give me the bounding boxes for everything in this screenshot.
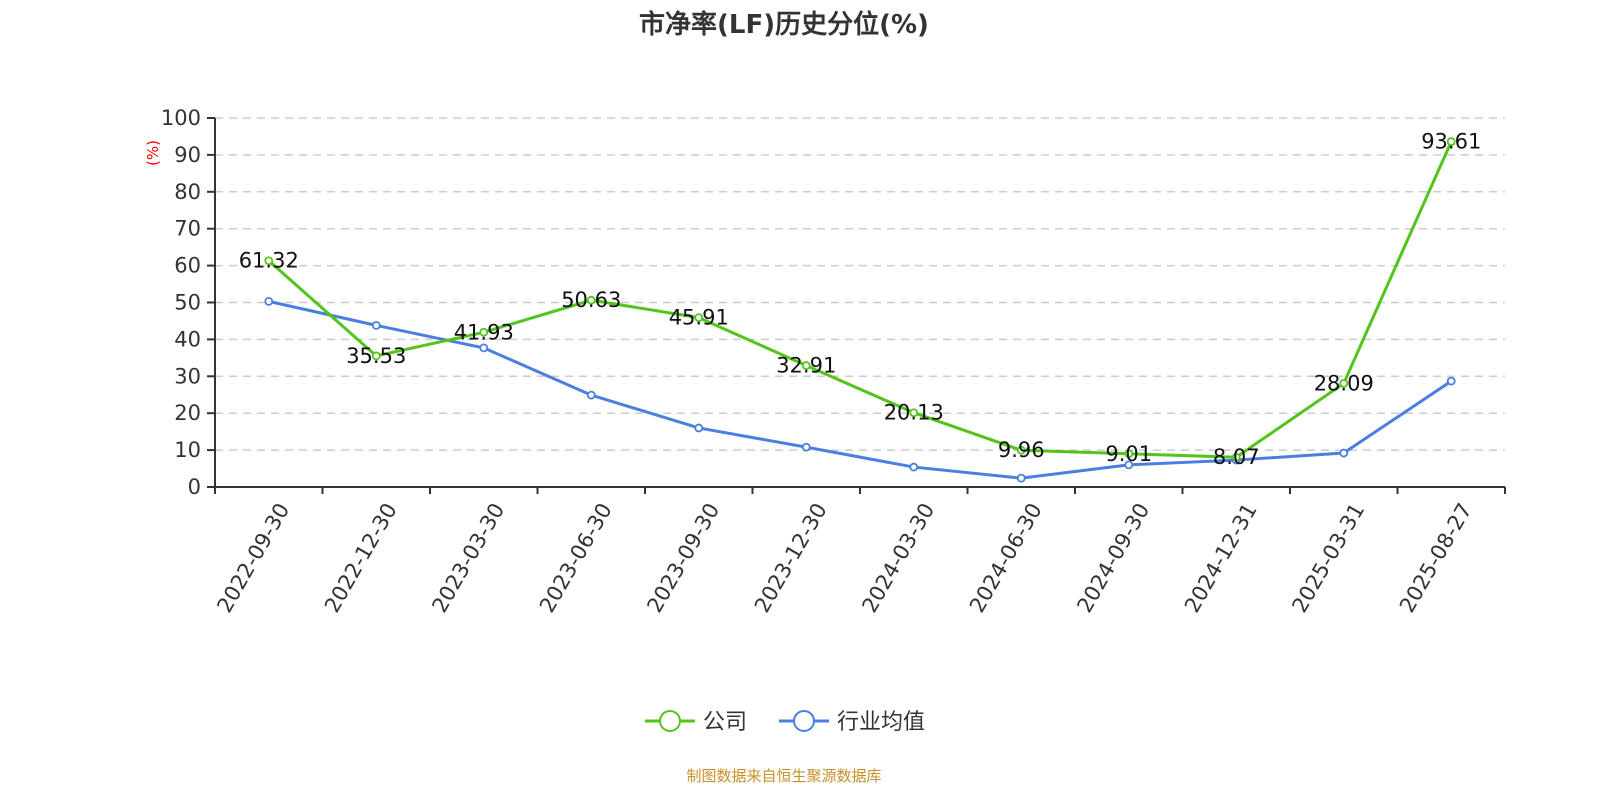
legend-item: 行业均值 xyxy=(779,710,925,735)
x-tick-label: 2024-12-31 xyxy=(1180,499,1262,617)
data-label: 8.07 xyxy=(1213,445,1260,469)
data-label: 41.93 xyxy=(454,320,514,344)
data-point xyxy=(586,295,596,305)
y-tick-label: 10 xyxy=(174,438,201,462)
legend-item: 公司 xyxy=(645,710,747,735)
y-tick-label: 60 xyxy=(174,254,201,278)
y-tick-label: 40 xyxy=(174,327,201,351)
data-point xyxy=(801,361,811,370)
y-tick-label: 70 xyxy=(174,217,201,241)
data-point xyxy=(1016,445,1026,455)
data-point xyxy=(1339,378,1349,388)
data-point xyxy=(1124,460,1134,470)
x-tick-label: 2024-09-30 xyxy=(1072,499,1154,617)
data-point xyxy=(1446,137,1456,146)
data-point xyxy=(1016,473,1026,483)
data-point xyxy=(586,390,596,400)
legend-label: 公司 xyxy=(703,710,747,735)
y-tick-label: 90 xyxy=(174,143,201,167)
y-tick-label: 80 xyxy=(174,180,201,204)
data-point xyxy=(479,343,489,353)
data-point xyxy=(1339,448,1349,458)
y-tick-label: 50 xyxy=(174,291,201,315)
x-tick-label: 2023-06-30 xyxy=(535,499,617,617)
y-axis-label: (%) xyxy=(144,140,162,166)
x-tick-label: 2023-09-30 xyxy=(642,499,724,617)
x-tick-label: 2024-03-30 xyxy=(857,499,939,617)
data-label: 28.09 xyxy=(1314,371,1374,395)
data-label: 45.91 xyxy=(669,306,729,330)
y-tick-label: 30 xyxy=(174,364,201,388)
x-tick-label: 2023-12-30 xyxy=(750,499,832,617)
y-tick-label: 100 xyxy=(161,106,201,130)
data-label: 93.61 xyxy=(1421,130,1481,154)
x-tick-label: 2025-03-31 xyxy=(1287,499,1369,617)
data-point xyxy=(479,327,489,337)
data-point xyxy=(694,423,704,433)
x-tick-label: 2023-03-30 xyxy=(427,499,509,617)
data-point xyxy=(909,462,919,472)
y-tick-label: 0 xyxy=(188,475,201,499)
series-line xyxy=(267,140,1453,459)
data-label: 32.91 xyxy=(776,354,836,378)
data-point xyxy=(1231,452,1241,462)
footer-source: 制图数据来自恒生聚源数据库 xyxy=(686,767,881,785)
data-label: 20.13 xyxy=(884,401,944,425)
data-point xyxy=(1124,449,1134,459)
series-line xyxy=(268,299,1453,480)
x-tick-label: 2022-09-30 xyxy=(212,499,294,617)
y-tick-label: 20 xyxy=(174,401,201,425)
legend-label: 行业均值 xyxy=(837,710,925,735)
data-point xyxy=(1446,376,1456,386)
data-point xyxy=(371,320,381,330)
data-point xyxy=(801,442,811,452)
data-point xyxy=(694,313,704,322)
data-label: 9.01 xyxy=(1105,442,1152,466)
data-label: 9.96 xyxy=(998,438,1045,462)
x-tick-label: 2024-06-30 xyxy=(965,499,1047,617)
data-point xyxy=(264,256,274,266)
legend-marker xyxy=(659,710,681,732)
data-label: 35.53 xyxy=(346,344,406,368)
data-label: 50.63 xyxy=(561,288,621,312)
x-tick-label: 2025-08-27 xyxy=(1395,499,1477,617)
data-point xyxy=(909,408,919,418)
data-point xyxy=(264,296,274,306)
legend-marker xyxy=(793,710,815,732)
data-label: 61.32 xyxy=(239,249,299,273)
data-point xyxy=(371,351,381,361)
x-tick-label: 2022-12-30 xyxy=(320,499,402,617)
chart-title: 市净率(LF)历史分位(%) xyxy=(639,9,929,40)
